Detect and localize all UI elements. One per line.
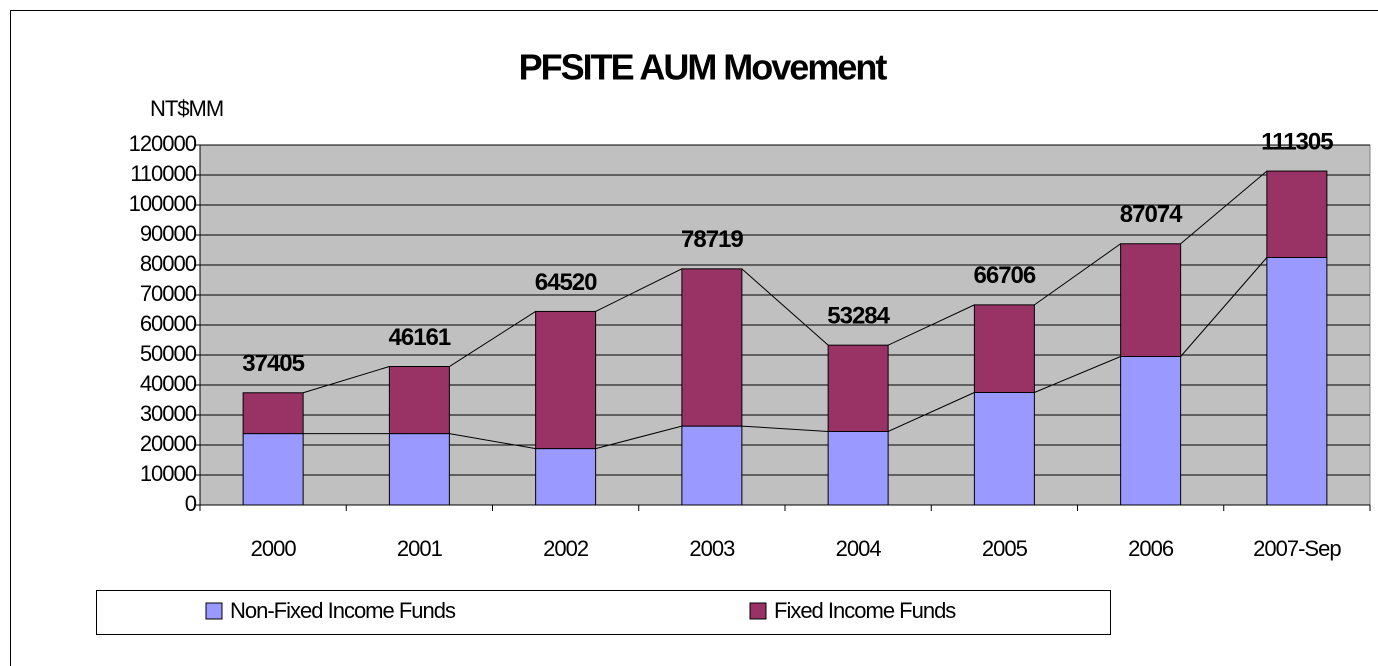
bar-segment <box>681 268 743 427</box>
bar-segment <box>388 366 450 435</box>
x-tick-label: 2001 <box>397 536 443 561</box>
series-line <box>595 268 683 312</box>
y-tick-label: 50000 <box>140 341 197 366</box>
total-label: 64520 <box>535 269 597 296</box>
x-tick-label: 2003 <box>689 536 735 561</box>
y-tick-label: 70000 <box>140 281 197 306</box>
legend-label: Non-Fixed Income Funds <box>230 598 456 623</box>
series-line <box>887 304 975 346</box>
bar-segment <box>242 433 304 506</box>
bar-segment <box>973 392 1035 506</box>
y-tick-label: 30000 <box>140 401 197 426</box>
bar-segment <box>535 310 597 450</box>
bar-segment <box>535 448 597 506</box>
bar-segment <box>973 304 1035 393</box>
bar-segment <box>1266 257 1328 506</box>
y-tick-label: 10000 <box>140 461 197 486</box>
total-label: 111305 <box>1261 128 1333 155</box>
bar-segment <box>242 392 304 435</box>
y-tick-label: 60000 <box>140 311 197 336</box>
x-tick-label: 2002 <box>543 536 589 561</box>
series-line <box>595 425 683 450</box>
series-line <box>1180 170 1268 245</box>
total-label: 37405 <box>242 350 304 377</box>
y-tick-label: 0 <box>185 491 197 516</box>
y-tick-label: 110000 <box>130 161 197 186</box>
bar-segment <box>827 344 889 433</box>
series-line <box>1034 243 1121 306</box>
series-line <box>449 433 536 450</box>
legend-swatch <box>749 602 767 620</box>
series-line <box>1180 257 1268 357</box>
y-axis-label: NT$MM <box>150 96 223 121</box>
series-line <box>741 268 829 346</box>
series-line <box>1034 356 1121 393</box>
series-line <box>887 392 975 432</box>
chart-title: PFSITE AUM Movement <box>519 47 888 88</box>
x-tick-label: 2007-Sep <box>1253 536 1341 561</box>
bar-segment <box>1266 170 1328 259</box>
total-label: 46161 <box>389 324 451 351</box>
x-tick-label: 2000 <box>251 536 297 561</box>
y-tick-label: 120000 <box>129 131 197 156</box>
bar-segment <box>1120 243 1182 357</box>
y-tick-label: 20000 <box>140 431 197 456</box>
series-line <box>302 366 390 394</box>
bar-segment <box>681 425 743 506</box>
series-line <box>741 425 829 432</box>
legend-label: Fixed Income Funds <box>774 598 956 623</box>
bar-segment <box>1120 356 1182 506</box>
y-tick-label: 100000 <box>129 191 197 216</box>
series-line <box>449 311 536 367</box>
legend-box <box>96 590 1111 635</box>
bar-segment <box>388 433 450 506</box>
total-label: 66706 <box>974 262 1036 289</box>
total-label: 78719 <box>681 226 743 253</box>
x-tick-label: 2005 <box>982 536 1028 561</box>
total-label: 87074 <box>1120 201 1183 228</box>
y-tick-label: 80000 <box>140 251 197 276</box>
legend-swatch <box>205 602 223 620</box>
x-tick-label: 2006 <box>1128 536 1174 561</box>
y-tick-label: 40000 <box>140 371 197 396</box>
x-tick-label: 2004 <box>836 536 882 561</box>
bar-segment <box>827 431 889 506</box>
total-label: 53284 <box>827 302 890 329</box>
y-tick-label: 90000 <box>140 221 197 246</box>
